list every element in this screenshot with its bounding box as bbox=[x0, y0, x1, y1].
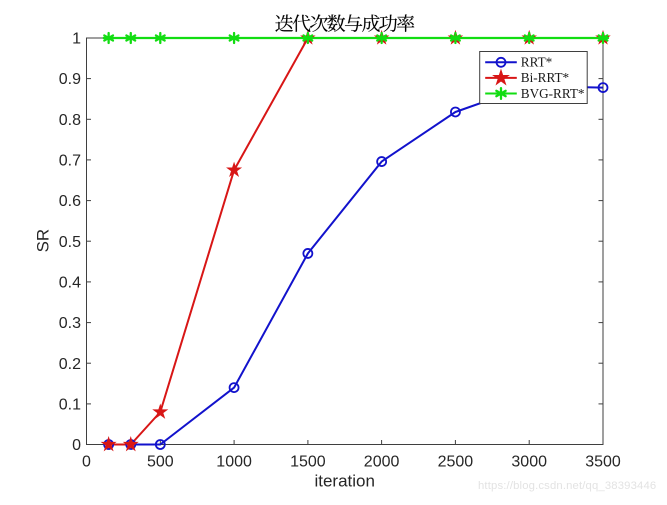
svg-text:1: 1 bbox=[72, 31, 81, 48]
svg-text:0.1: 0.1 bbox=[59, 397, 81, 414]
svg-text:0.3: 0.3 bbox=[59, 315, 81, 332]
svg-text:2500: 2500 bbox=[438, 454, 474, 471]
svg-text:0.4: 0.4 bbox=[59, 275, 81, 292]
svg-text:0: 0 bbox=[82, 454, 91, 471]
svg-text:BVG-RRT*: BVG-RRT* bbox=[521, 86, 585, 101]
svg-text:3000: 3000 bbox=[511, 454, 547, 471]
svg-text:1000: 1000 bbox=[216, 454, 252, 471]
svg-text:0.6: 0.6 bbox=[59, 193, 81, 210]
svg-text:RRT*: RRT* bbox=[521, 55, 552, 70]
svg-text:0: 0 bbox=[72, 437, 81, 454]
svg-text:0.9: 0.9 bbox=[59, 71, 81, 88]
svg-text:0.5: 0.5 bbox=[59, 234, 81, 251]
svg-text:500: 500 bbox=[147, 454, 174, 471]
svg-text:0.8: 0.8 bbox=[59, 112, 81, 129]
svg-text:3500: 3500 bbox=[585, 454, 621, 471]
svg-text:0.7: 0.7 bbox=[59, 153, 81, 170]
svg-text:1500: 1500 bbox=[290, 454, 326, 471]
svg-text:SR: SR bbox=[34, 229, 53, 253]
svg-text:iteration: iteration bbox=[314, 472, 374, 491]
svg-text:Bi-RRT*: Bi-RRT* bbox=[521, 70, 569, 85]
svg-text:https://blog.csdn.net/qq_38393: https://blog.csdn.net/qq_38393446 bbox=[478, 480, 656, 492]
svg-text:2000: 2000 bbox=[364, 454, 400, 471]
svg-text:0.2: 0.2 bbox=[59, 356, 81, 373]
